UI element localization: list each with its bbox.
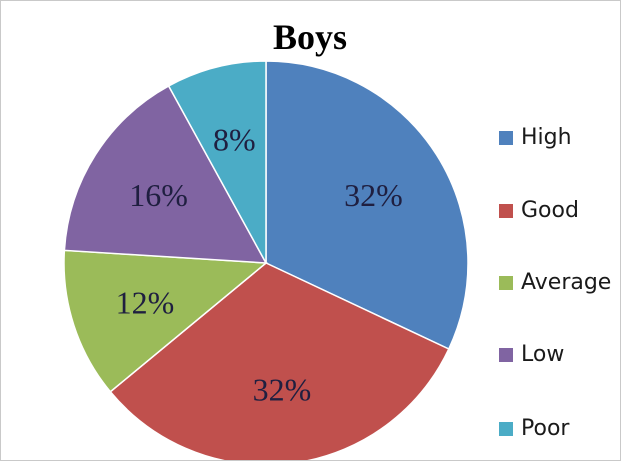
legend-swatch-low <box>499 348 513 362</box>
legend-label: Poor <box>521 416 570 441</box>
pie-data-labels: 32% 32% 12% 16% 8% <box>116 122 403 408</box>
legend-label: Good <box>521 198 579 223</box>
legend-swatch-poor <box>499 422 513 436</box>
data-label-low: 16% <box>129 177 188 213</box>
legend-label: High <box>521 125 572 150</box>
legend-swatch-average <box>499 276 513 290</box>
pie-slice-poor <box>167 60 267 264</box>
legend-swatch-good <box>499 204 513 218</box>
data-label-poor: 8% <box>213 122 256 158</box>
pie-slice-high <box>265 60 469 351</box>
data-label-average: 12% <box>116 284 175 320</box>
chart-title: Boys <box>273 17 348 57</box>
pie-slice-good <box>109 262 450 460</box>
pie-slice-average <box>63 249 268 393</box>
legend: High Good Average Low Poor <box>499 1 620 460</box>
data-label-good: 32% <box>253 371 312 407</box>
legend-swatch-high <box>499 131 513 145</box>
data-label-high: 32% <box>344 177 403 213</box>
legend-label: Average <box>521 270 612 295</box>
pie-slices <box>63 60 469 460</box>
pie-slice-low <box>63 84 268 264</box>
legend-label: Low <box>521 342 565 367</box>
